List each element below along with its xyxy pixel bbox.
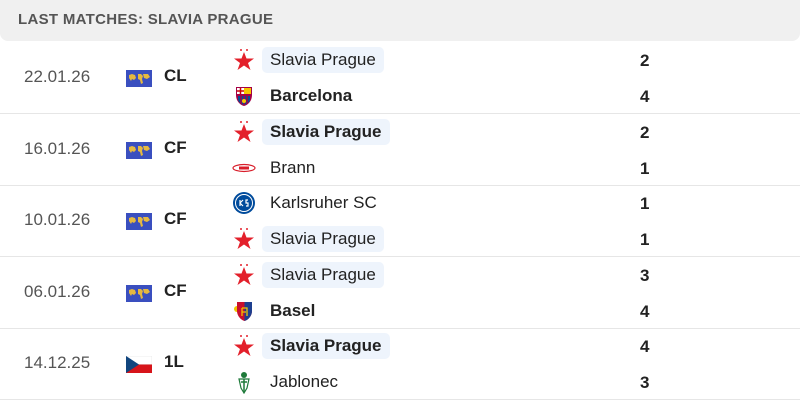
team-name[interactable]: Slavia Prague — [262, 333, 390, 359]
competition-label: CF — [164, 137, 187, 157]
competition-label: CF — [164, 209, 187, 228]
competition-label: 1L — [164, 352, 184, 371]
team-name[interactable]: Brann — [270, 157, 316, 177]
team-away[interactable]: Slavia Prague 1 — [232, 225, 672, 253]
team-name[interactable]: Basel — [270, 300, 316, 320]
slavia-star-icon — [232, 227, 256, 251]
match-date: 14.12.25 — [24, 353, 91, 372]
match-row[interactable]: 10.01.26 CF Karlsruher SC 1 Slavia Pragu… — [0, 185, 800, 257]
slavia-star-icon — [232, 263, 256, 287]
team-name[interactable]: Slavia Prague — [262, 47, 384, 73]
world-icon — [126, 213, 152, 230]
match-row[interactable]: 16.01.26 CF Slavia Prague 2 Brann 1 — [0, 114, 800, 186]
score: 3 — [640, 265, 650, 285]
score: 1 — [640, 194, 650, 213]
brann-logo-icon — [232, 156, 256, 180]
jablonec-logo-icon — [232, 370, 256, 395]
slavia-star-icon — [232, 48, 256, 72]
basel-crest-icon — [232, 299, 256, 323]
score: 4 — [640, 337, 650, 356]
match-date: 06.01.26 — [24, 281, 91, 301]
match-row[interactable]: 14.12.25 1L Slavia Prague 4 Jablonec 3 — [0, 328, 800, 400]
team-home[interactable]: Slavia Prague 3 — [232, 261, 672, 289]
score: 1 — [640, 230, 650, 249]
team-home[interactable]: Karlsruher SC 1 — [232, 189, 672, 217]
score: 1 — [640, 158, 650, 178]
score: 4 — [640, 301, 650, 321]
team-name[interactable]: Jablonec — [270, 372, 339, 391]
match-date: 10.01.26 — [24, 210, 91, 229]
score: 4 — [640, 87, 650, 106]
team-home[interactable]: Slavia Prague 4 — [232, 332, 672, 360]
team-name[interactable]: Slavia Prague — [262, 226, 384, 252]
team-away[interactable]: Basel 4 — [232, 297, 672, 325]
score: 2 — [640, 51, 650, 70]
score: 2 — [640, 122, 650, 142]
team-name[interactable]: Barcelona — [270, 86, 353, 105]
team-name[interactable]: Karlsruher SC — [270, 193, 377, 212]
team-away[interactable]: Jablonec 3 — [232, 368, 672, 396]
world-icon — [126, 70, 152, 87]
world-icon — [126, 141, 152, 159]
section-header: LAST MATCHES: SLAVIA PRAGUE — [0, 0, 800, 41]
match-date: 16.01.26 — [24, 138, 91, 158]
team-name[interactable]: Slavia Prague — [262, 118, 390, 145]
barcelona-crest-icon — [232, 84, 256, 108]
match-date: 22.01.26 — [24, 67, 91, 86]
team-home[interactable]: Slavia Prague 2 — [232, 118, 672, 146]
world-icon — [126, 284, 152, 302]
competition-label: CF — [164, 280, 187, 300]
slavia-star-icon — [232, 120, 256, 144]
slavia-star-icon — [232, 334, 256, 358]
match-row[interactable]: 22.01.26 CL Slavia Prague 2 Barcelona 4 — [0, 42, 800, 114]
team-home[interactable]: Slavia Prague 2 — [232, 46, 672, 74]
match-row[interactable]: 06.01.26 CF Slavia Prague 3 Basel 4 — [0, 257, 800, 329]
team-away[interactable]: Brann 1 — [232, 154, 672, 182]
czech-flag-icon — [125, 355, 153, 373]
ksc-logo-icon — [232, 191, 256, 215]
competition-label: CL — [164, 66, 187, 85]
team-away[interactable]: Barcelona 4 — [232, 82, 672, 110]
team-name[interactable]: Slavia Prague — [262, 261, 384, 288]
score: 3 — [640, 373, 650, 392]
